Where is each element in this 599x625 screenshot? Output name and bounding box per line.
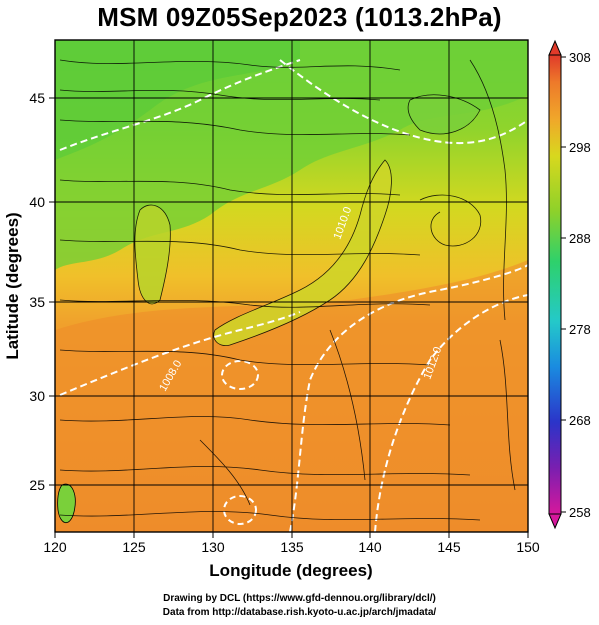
- y-axis: 25 30 35 40 45 Latitude (degrees): [3, 90, 55, 493]
- y-tick-label: 40: [29, 194, 45, 210]
- x-axis: 120 125 130 135 140 145 150 Longitude (d…: [43, 532, 540, 580]
- x-tick-label: 130: [201, 539, 225, 555]
- graticule: [55, 40, 528, 532]
- colorbar-tick-label: 308: [569, 50, 591, 65]
- y-tick-label: 30: [29, 388, 45, 404]
- y-tick-label: 35: [29, 294, 45, 310]
- x-axis-title: Longitude (degrees): [209, 561, 372, 580]
- y-axis-title: Latitude (degrees): [3, 212, 22, 359]
- colorbar-tick-label: 258: [569, 505, 591, 520]
- x-tick-label: 140: [358, 539, 382, 555]
- credit-drawing: Drawing by DCL (https://www.gfd-dennou.o…: [163, 593, 436, 604]
- colorbar-tick-label: 278: [569, 322, 591, 337]
- colorbar-tick-label: 298: [569, 140, 591, 155]
- x-tick-label: 125: [122, 539, 146, 555]
- temperature-field: 1008.0 1010.0 1012.0: [55, 40, 528, 532]
- colorbar-tick-label: 268: [569, 413, 591, 428]
- y-tick-label: 45: [29, 90, 45, 106]
- x-tick-label: 135: [280, 539, 304, 555]
- x-tick-label: 145: [437, 539, 461, 555]
- colorbar: 308 298 288 278 268 258: [548, 39, 591, 530]
- map-title: MSM 09Z05Sep2023 (1013.2hPa): [97, 2, 502, 32]
- y-tick-label: 25: [29, 477, 45, 493]
- colorbar-tick-label: 288: [569, 231, 591, 246]
- x-tick-label: 150: [516, 539, 540, 555]
- x-tick-label: 120: [43, 539, 67, 555]
- credit-data: Data from http://database.rish.kyoto-u.a…: [162, 607, 437, 618]
